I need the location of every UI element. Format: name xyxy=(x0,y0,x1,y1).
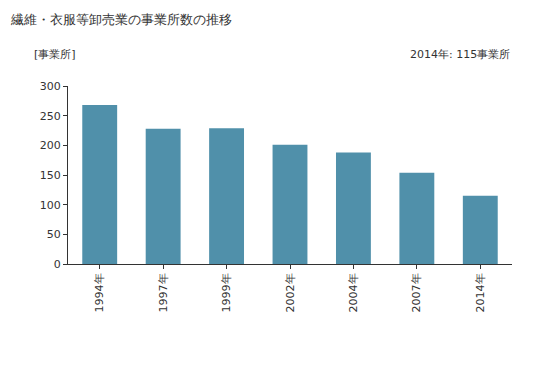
svg-text:50: 50 xyxy=(47,228,61,241)
svg-text:200: 200 xyxy=(40,139,61,152)
svg-text:300: 300 xyxy=(40,80,61,93)
svg-text:2004年: 2004年 xyxy=(347,273,360,312)
svg-text:[事業所]: [事業所] xyxy=(34,48,76,61)
svg-text:2014年: 115事業所: 2014年: 115事業所 xyxy=(410,48,510,61)
svg-text:0: 0 xyxy=(54,258,61,271)
svg-text:100: 100 xyxy=(40,199,61,212)
svg-text:250: 250 xyxy=(40,110,61,123)
svg-text:2007年: 2007年 xyxy=(410,273,423,312)
svg-text:1999年: 1999年 xyxy=(220,273,233,312)
svg-text:繊維・衣服等卸売業の事業所数の推移: 繊維・衣服等卸売業の事業所数の推移 xyxy=(10,12,232,27)
svg-text:2002年: 2002年 xyxy=(284,273,297,312)
svg-text:150: 150 xyxy=(40,169,61,182)
svg-text:2014年: 2014年 xyxy=(474,273,487,312)
svg-text:1994年: 1994年 xyxy=(93,273,106,312)
svg-text:1997年: 1997年 xyxy=(157,273,170,312)
